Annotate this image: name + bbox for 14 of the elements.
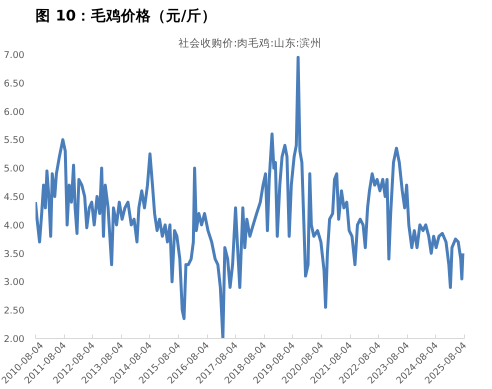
y-tick-label: 3.00 (4, 277, 25, 288)
chart-subtitle: 社会收购价:肉毛鸡:山东:滨州 (178, 36, 322, 50)
y-tick-label: 4.00 (4, 220, 25, 232)
y-tick-label: 7.00 (4, 50, 25, 61)
y-tick-label: 2.00 (4, 334, 25, 345)
line-series (36, 56, 464, 338)
y-tick-label: 5.00 (4, 164, 25, 175)
y-tick-label: 3.50 (4, 248, 25, 260)
y-tick-label: 6.00 (4, 106, 25, 118)
y-tick-label: 2.50 (4, 306, 25, 317)
chart-title: 图 10：毛鸡价格（元/斤） (36, 8, 216, 24)
y-tick-label: 4.50 (4, 192, 25, 203)
y-tick-label: 5.50 (4, 135, 25, 146)
y-tick-label: 6.50 (4, 78, 25, 90)
